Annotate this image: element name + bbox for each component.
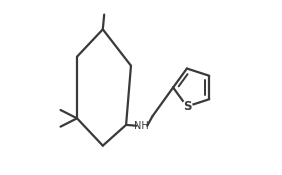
Text: NH: NH xyxy=(134,121,149,131)
Text: S: S xyxy=(183,100,191,113)
Circle shape xyxy=(182,101,192,112)
